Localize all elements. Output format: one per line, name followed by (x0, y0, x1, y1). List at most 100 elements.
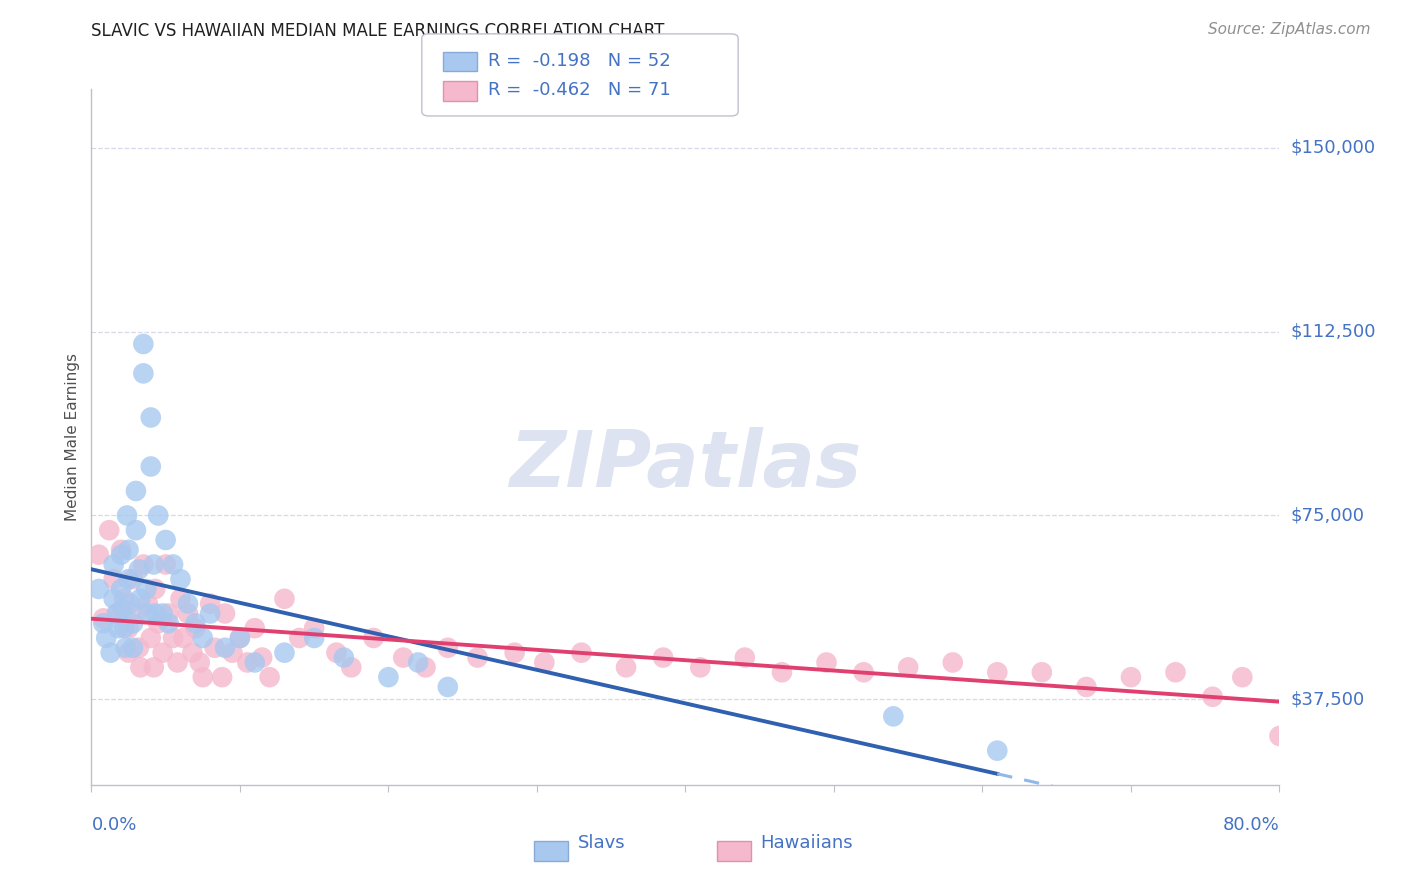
Point (1119, 670, 1142, 684)
Point (136, 597, 159, 611)
Point (117, 542, 139, 557)
Point (571, 646, 593, 660)
Point (340, 660, 363, 674)
Text: $150,000: $150,000 (1291, 139, 1375, 157)
Point (415, 660, 437, 674)
Point (117, 621, 139, 635)
Point (122, 616, 145, 631)
Point (652, 650, 675, 665)
Point (112, 621, 135, 635)
Point (689, 660, 711, 674)
Point (172, 631, 194, 645)
Point (132, 337, 155, 351)
Point (110, 542, 132, 557)
Point (122, 640, 145, 655)
Point (250, 650, 273, 665)
Point (128, 640, 150, 655)
Point (392, 650, 415, 665)
Point (436, 640, 458, 655)
Point (157, 607, 180, 621)
Point (1201, 690, 1223, 704)
Point (273, 646, 295, 660)
Point (436, 680, 458, 694)
Text: $75,000: $75,000 (1291, 507, 1365, 524)
Point (302, 621, 325, 635)
Text: 0.0%: 0.0% (91, 816, 136, 834)
Point (132, 558, 155, 572)
Point (815, 656, 838, 670)
Point (142, 660, 165, 674)
Point (143, 607, 166, 621)
Point (103, 558, 125, 572)
Point (111, 601, 134, 615)
Text: R =  -0.462   N = 71: R = -0.462 N = 71 (488, 81, 671, 99)
Point (125, 523, 148, 537)
Point (259, 670, 281, 684)
Point (129, 660, 152, 674)
Point (114, 640, 136, 655)
Point (129, 591, 152, 606)
Point (882, 709, 904, 723)
Point (221, 646, 243, 660)
Point (136, 607, 159, 621)
Point (117, 572, 139, 586)
Point (177, 597, 200, 611)
Point (191, 631, 214, 645)
Point (98, 523, 121, 537)
Point (87, 582, 110, 596)
Point (200, 597, 222, 611)
Point (204, 640, 226, 655)
Point (110, 582, 132, 596)
Point (177, 607, 200, 621)
Point (155, 558, 177, 572)
Point (184, 621, 207, 635)
Text: Hawaiians: Hawaiians (761, 834, 853, 852)
Point (302, 631, 325, 645)
Point (533, 656, 555, 670)
Point (363, 631, 385, 645)
Point (122, 572, 145, 586)
Point (155, 533, 177, 547)
Point (87, 548, 110, 562)
Point (377, 670, 399, 684)
Point (107, 607, 129, 621)
Point (139, 410, 162, 425)
Point (1232, 670, 1254, 684)
Point (103, 572, 125, 586)
Point (139, 631, 162, 645)
Text: ZIPatlas: ZIPatlas (509, 427, 862, 503)
Point (105, 607, 128, 621)
Point (139, 459, 162, 474)
Point (152, 646, 174, 660)
Point (169, 572, 191, 586)
Text: 80.0%: 80.0% (1223, 816, 1279, 834)
Point (288, 631, 311, 645)
Point (770, 665, 793, 680)
Text: $112,500: $112,500 (1291, 323, 1376, 341)
Point (503, 646, 526, 660)
Point (142, 558, 165, 572)
Point (236, 656, 259, 670)
Point (100, 646, 122, 660)
Point (1268, 729, 1291, 743)
Point (325, 646, 347, 660)
Point (214, 607, 236, 621)
Point (162, 631, 184, 645)
Text: $37,500: $37,500 (1291, 690, 1365, 708)
Point (143, 582, 166, 596)
Point (467, 650, 489, 665)
Point (852, 665, 875, 680)
Point (128, 562, 150, 576)
Point (188, 656, 211, 670)
Point (118, 597, 141, 611)
Text: SLAVIC VS HAWAIIAN MEDIAN MALE EARNINGS CORRELATION CHART: SLAVIC VS HAWAIIAN MEDIAN MALE EARNINGS … (91, 22, 665, 40)
Text: R =  -0.198   N = 52: R = -0.198 N = 52 (488, 52, 671, 70)
Point (115, 508, 138, 523)
Point (103, 591, 125, 606)
Point (117, 646, 139, 660)
Point (91, 616, 114, 631)
Point (148, 508, 170, 523)
Point (333, 650, 356, 665)
Point (135, 582, 157, 596)
Point (125, 483, 148, 498)
